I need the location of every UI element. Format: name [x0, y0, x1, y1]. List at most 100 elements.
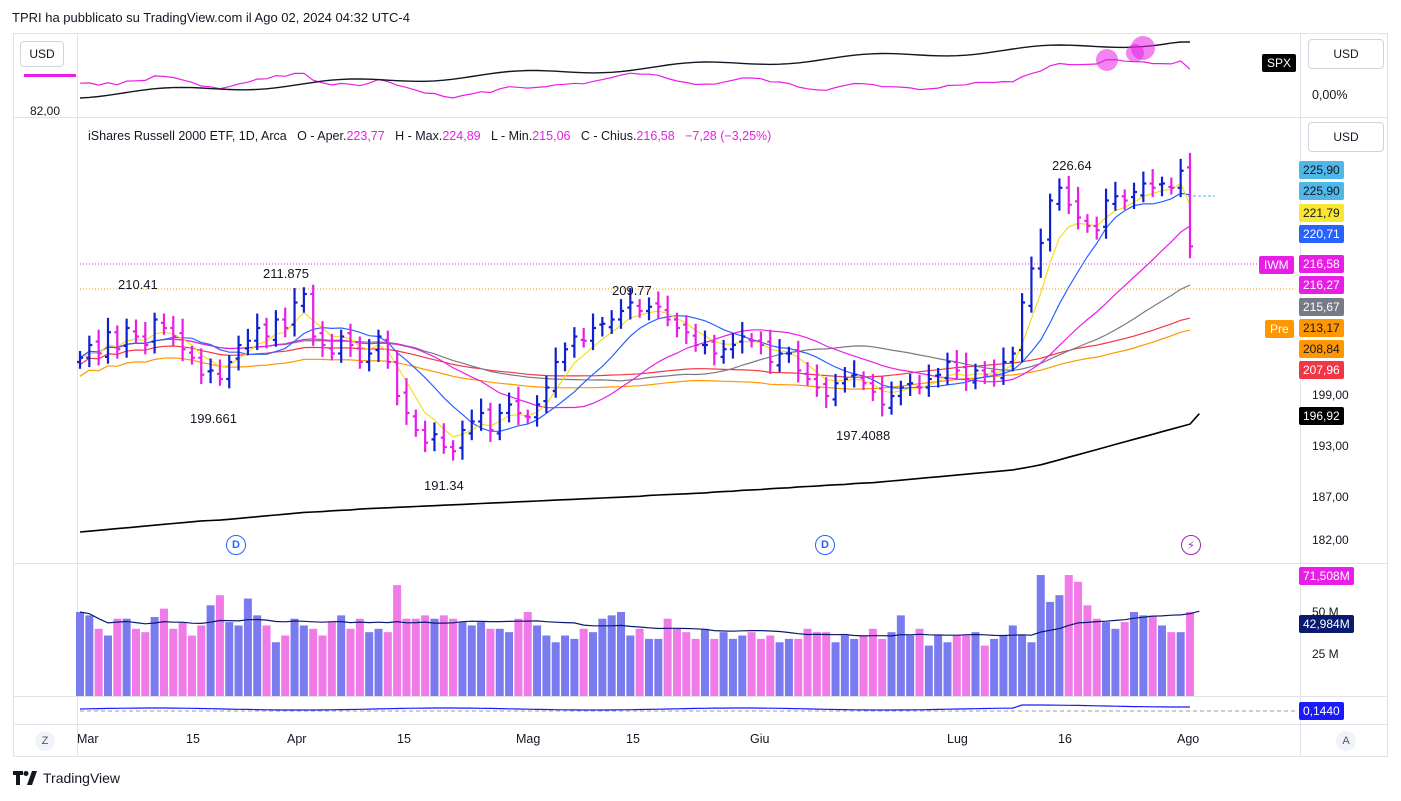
volume-bar	[924, 645, 933, 696]
volume-bar	[411, 618, 420, 696]
volume-bar	[990, 638, 999, 696]
volume-bar	[262, 625, 271, 696]
price-bar	[487, 402, 494, 442]
sma200-line	[79, 413, 1200, 533]
legend-open: 223,77	[346, 129, 385, 143]
price-bar	[282, 307, 289, 338]
price-bar	[813, 364, 820, 397]
dividend-marker[interactable]: D	[815, 535, 835, 555]
x-label: Apr	[287, 732, 307, 746]
price-bar	[403, 378, 410, 425]
annotation-197: 197.4088	[836, 428, 891, 443]
volume-bar	[794, 638, 803, 696]
price-bar	[543, 375, 550, 413]
price-bar	[356, 336, 363, 369]
annotation-high: 226.64	[1052, 158, 1092, 173]
volume-bar	[318, 635, 327, 696]
volume-bar	[421, 615, 430, 696]
price-tag-last: 216,58	[1299, 255, 1344, 273]
price-bar	[328, 333, 335, 361]
volume-bar	[365, 632, 374, 696]
volume-bar	[719, 632, 728, 696]
volume-bar	[859, 635, 868, 696]
volume-bar	[197, 625, 206, 696]
volume-bar	[784, 638, 793, 696]
volume-bar	[159, 608, 168, 696]
dividend-marker[interactable]: D	[226, 535, 246, 555]
volume-bar	[337, 615, 346, 696]
spx-symbol-tag: SPX	[1262, 54, 1297, 72]
x-label: 16	[1058, 732, 1072, 746]
price-tag: 207,96	[1299, 361, 1344, 379]
price-bar	[562, 342, 569, 372]
volume-bar	[1102, 622, 1111, 696]
volume-bar	[878, 638, 887, 696]
volume-bar	[355, 618, 364, 696]
price-bar	[1187, 152, 1193, 259]
price-bar	[1019, 293, 1026, 362]
price-bar	[1103, 188, 1110, 239]
legend-high: 224,89	[442, 129, 481, 143]
price-bar	[981, 361, 988, 385]
volume-bar	[458, 622, 467, 696]
auto-zoom-button[interactable]: Z	[35, 731, 55, 751]
volume-bar	[1139, 615, 1148, 696]
price-bar	[711, 334, 718, 366]
currency-button-top[interactable]: USD	[1308, 39, 1384, 69]
volume-tick-25m: 25 M	[1312, 647, 1339, 661]
price-bar	[720, 339, 727, 364]
lightning-event-icon[interactable]: ⚡	[1181, 535, 1201, 555]
price-bar	[869, 373, 876, 402]
volume-bar	[1176, 632, 1185, 696]
volume-bar	[514, 618, 523, 696]
volume-bar	[374, 628, 383, 696]
volume-bar	[663, 618, 672, 696]
price-bar	[459, 420, 466, 460]
volume-bar	[644, 638, 653, 696]
auto-scale-button[interactable]: A	[1336, 731, 1356, 751]
volume-bar	[327, 622, 336, 696]
volume-bar	[281, 635, 290, 696]
currency-button-main[interactable]: USD	[1308, 122, 1384, 152]
sma50-line	[79, 317, 1191, 378]
volume-bar	[1008, 625, 1017, 696]
annotation-191: 191.34	[424, 478, 464, 493]
ohlc-legend: iShares Russell 2000 ETF, 1D, Arca O - A…	[88, 129, 771, 143]
price-bar	[440, 423, 447, 454]
volume-bar	[150, 617, 159, 696]
tradingview-logo[interactable]: TradingView	[13, 770, 120, 786]
volume-bar	[1046, 601, 1055, 696]
price-bar	[1168, 177, 1175, 195]
rs-new-high-dot	[1126, 44, 1144, 62]
price-tag: 220,71	[1299, 225, 1344, 243]
axis-tick-182: 182,00	[1312, 533, 1349, 547]
volume-bar	[206, 605, 215, 696]
price-bar	[925, 364, 932, 397]
volume-bar	[570, 638, 579, 696]
price-bar	[804, 362, 811, 386]
price-bar	[478, 398, 485, 431]
price-bar	[347, 323, 354, 357]
price-bar	[673, 312, 680, 338]
price-bar	[1140, 171, 1147, 203]
price-bar	[897, 380, 904, 406]
price-bar	[664, 295, 671, 327]
price-bar	[590, 313, 597, 351]
volume-bar	[1130, 612, 1139, 696]
price-bar	[1075, 186, 1082, 230]
price-bar	[132, 319, 139, 344]
price-bar	[1177, 158, 1184, 198]
currency-button-left[interactable]: USD	[20, 41, 64, 67]
price-bar	[77, 350, 83, 369]
price-bar	[226, 355, 233, 389]
axis-tick-193: 193,00	[1312, 439, 1349, 453]
volume-bar	[738, 635, 747, 696]
price-bar	[618, 299, 625, 329]
volume-bar	[812, 632, 821, 696]
volume-bar	[980, 645, 989, 696]
volume-bar	[579, 628, 588, 696]
price-bar	[524, 409, 531, 425]
volume-bar	[887, 632, 896, 696]
price-bar	[841, 367, 848, 393]
